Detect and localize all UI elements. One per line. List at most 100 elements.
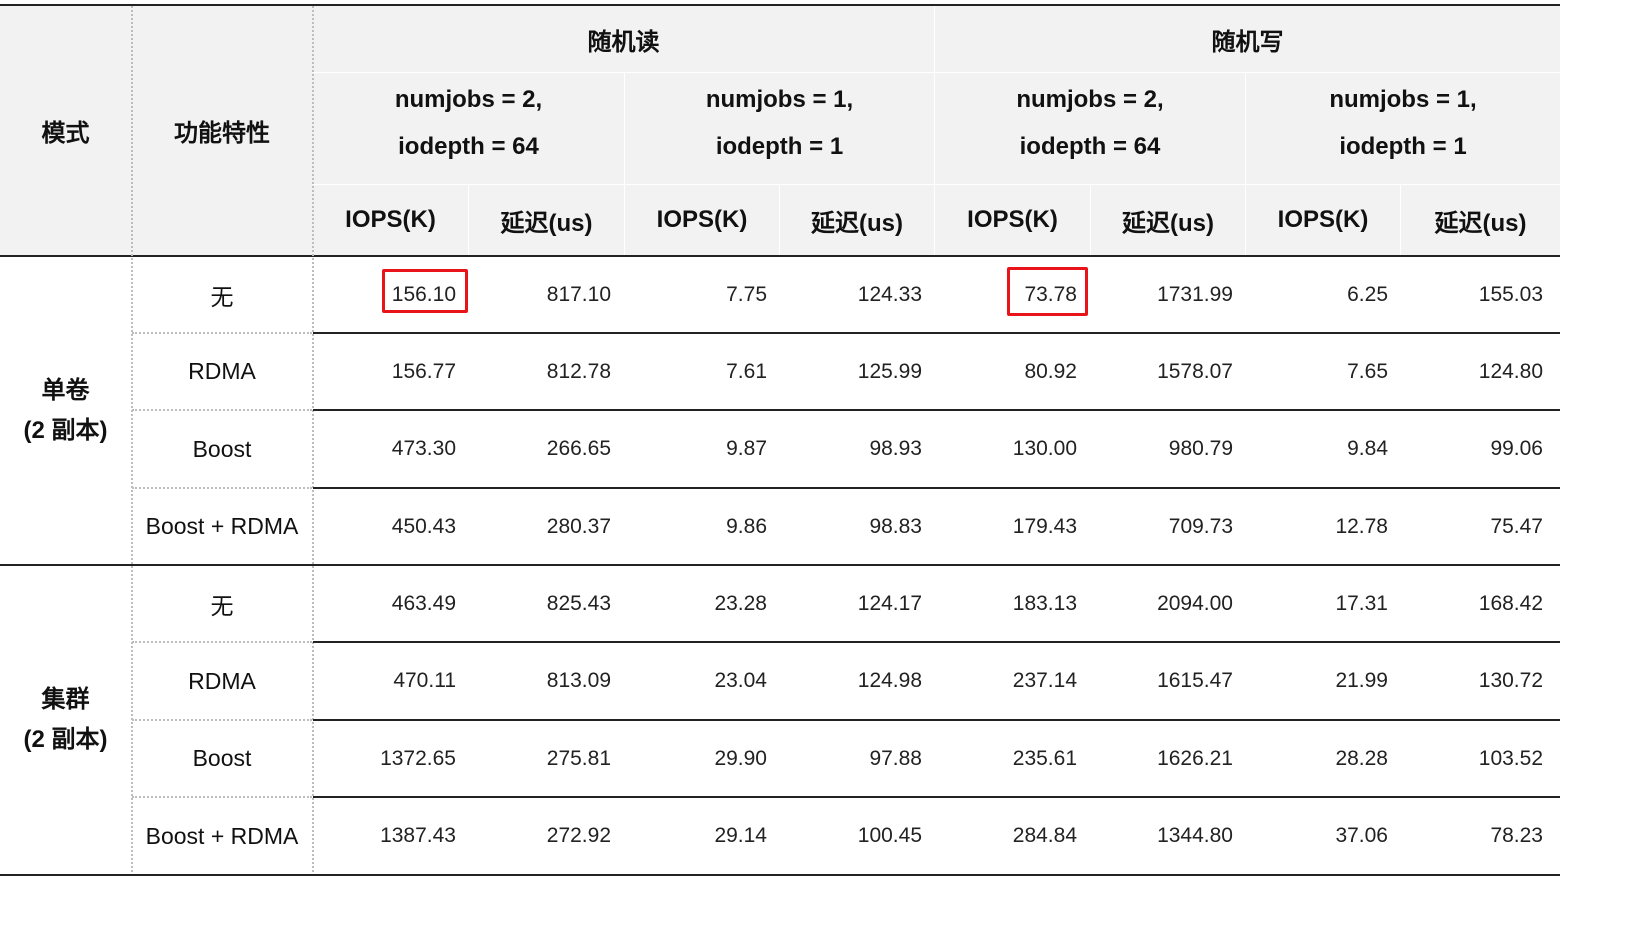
column-divider (1245, 73, 1246, 255)
feature-cell: RDMA (188, 358, 256, 384)
value-cell: 1344.80 (1157, 824, 1233, 847)
value-cell: 709.73 (1168, 514, 1233, 538)
value-cell: 29.14 (714, 824, 767, 847)
value-cell: 156.77 (391, 359, 456, 383)
column-divider (934, 6, 935, 255)
value-cell: 100.45 (857, 824, 922, 847)
metric-header-latency: 延迟(us) (1434, 209, 1527, 237)
feature-divider (132, 332, 312, 334)
mode-header: 模式 (41, 120, 90, 147)
value-cell: 168.42 (1478, 591, 1543, 615)
feature-cell: Boost (192, 745, 252, 771)
metric-header-iops: IOPS(K) (656, 206, 748, 233)
value-cell: 980.79 (1168, 437, 1233, 460)
subgroup-line2: iodepth = 64 (1019, 133, 1161, 160)
metric-header-iops: IOPS(K) (967, 206, 1058, 233)
mode-sublabel: (2 副本) (23, 726, 108, 753)
value-cell: 2094.00 (1157, 591, 1233, 615)
header-divider (313, 184, 1560, 185)
feature-cell: Boost (192, 435, 252, 462)
value-cell: 275.81 (546, 746, 611, 770)
random-write-header: 随机写 (1211, 28, 1284, 56)
value-cell: 817.10 (546, 282, 611, 306)
section-rule (0, 564, 1560, 566)
header-background (0, 5, 1560, 256)
value-cell: 28.28 (1335, 746, 1388, 770)
column-divider (624, 73, 625, 255)
value-cell: 98.93 (869, 437, 922, 460)
header-bottom-rule (0, 255, 1560, 257)
value-cell: 21.99 (1335, 669, 1388, 692)
feature-cell: RDMA (188, 667, 256, 694)
value-cell: 155.03 (1478, 282, 1543, 306)
value-cell: 812.78 (546, 359, 611, 383)
value-cell: 1731.99 (1157, 282, 1233, 306)
value-cell: 23.04 (714, 669, 767, 692)
value-cell: 473.30 (391, 437, 456, 460)
feature-divider (132, 719, 312, 721)
subgroup-line2: iodepth = 1 (1339, 133, 1467, 160)
value-cell: 7.61 (726, 359, 767, 383)
mode-cell-cluster: 集群 (2 副本) (0, 566, 131, 874)
subgroup-line2: iodepth = 1 (715, 133, 844, 160)
row-rule (313, 487, 1560, 489)
value-cell: 130.00 (1012, 437, 1077, 460)
row-rule (313, 796, 1560, 798)
value-cell: 156.10 (391, 282, 456, 306)
subgroup-line1: numjobs = 2, (1016, 86, 1164, 113)
feature-cell: 无 (210, 592, 234, 619)
column-divider (131, 6, 133, 876)
row-rule (313, 719, 1560, 721)
value-cell: 463.49 (391, 591, 456, 615)
value-cell: 124.98 (857, 669, 922, 692)
highlight-box (1007, 267, 1088, 316)
feature-divider (132, 796, 312, 798)
table-bottom-rule (0, 874, 1560, 876)
metric-header-latency: 延迟(us) (1122, 209, 1214, 237)
highlight-box (382, 269, 468, 313)
value-cell: 80.92 (1024, 359, 1077, 383)
value-cell: 99.06 (1490, 437, 1543, 460)
feature-cell: 无 (210, 283, 234, 310)
feature-cell: Boost + RDMA (145, 822, 299, 849)
column-divider (1090, 185, 1091, 255)
row-rule (313, 332, 1560, 334)
value-cell: 235.61 (1012, 746, 1077, 770)
value-cell: 23.28 (714, 591, 767, 615)
value-cell: 97.88 (869, 746, 922, 770)
value-cell: 1387.43 (380, 824, 456, 847)
value-cell: 1578.07 (1157, 359, 1233, 383)
value-cell: 124.33 (857, 282, 922, 306)
value-cell: 7.65 (1347, 359, 1388, 383)
value-cell: 1372.65 (380, 746, 456, 770)
value-cell: 9.84 (1347, 437, 1388, 460)
mode-label: 单卷 (41, 376, 90, 404)
value-cell: 266.65 (546, 437, 611, 460)
value-cell: 17.31 (1335, 591, 1388, 615)
value-cell: 37.06 (1335, 824, 1388, 847)
metric-header-iops: IOPS(K) (1277, 206, 1369, 233)
metric-header-latency: 延迟(us) (811, 209, 903, 237)
value-cell: 6.25 (1347, 282, 1388, 306)
value-cell: 7.75 (726, 282, 767, 306)
metric-header-iops: IOPS(K) (345, 206, 436, 233)
mode-sublabel: (2 副本) (23, 416, 108, 444)
value-cell: 103.52 (1478, 746, 1543, 770)
row-rule (313, 409, 1560, 411)
value-cell: 12.78 (1335, 514, 1388, 538)
value-cell: 98.83 (869, 514, 922, 538)
value-cell: 284.84 (1012, 824, 1077, 847)
value-cell: 825.43 (546, 591, 611, 615)
value-cell: 1615.47 (1157, 669, 1233, 692)
value-cell: 29.90 (714, 746, 767, 770)
value-cell: 179.43 (1012, 514, 1077, 538)
row-rule (313, 641, 1560, 643)
column-divider (779, 185, 780, 255)
feature-divider (132, 641, 312, 643)
feature-divider (132, 487, 312, 489)
value-cell: 237.14 (1012, 669, 1077, 692)
mode-cell-single-volume: 单卷 (2 副本) (0, 257, 131, 564)
value-cell: 9.87 (726, 437, 767, 460)
value-cell: 183.13 (1012, 591, 1077, 615)
value-cell: 78.23 (1490, 824, 1543, 847)
